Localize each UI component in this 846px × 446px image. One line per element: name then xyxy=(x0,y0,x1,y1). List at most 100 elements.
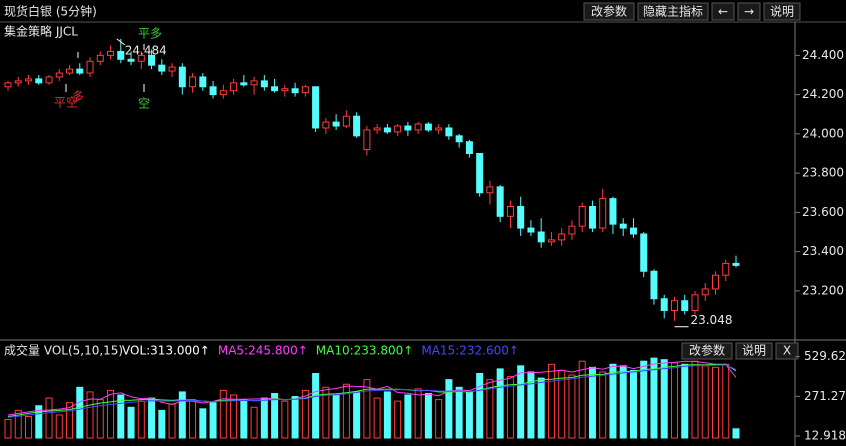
candle-body xyxy=(4,82,12,88)
candle-body xyxy=(14,80,22,84)
volume-bar xyxy=(455,386,463,439)
volume-bar xyxy=(332,394,340,439)
high-marker xyxy=(116,38,126,46)
volume-bar xyxy=(435,399,443,439)
volume-bar xyxy=(660,359,668,439)
toolbar-button-label[interactable]: 说明 xyxy=(770,4,794,19)
volume-bar xyxy=(568,374,576,439)
volume-bar xyxy=(414,388,422,439)
candle-body xyxy=(455,135,463,143)
candle-body xyxy=(301,86,309,94)
volume-bar xyxy=(537,377,545,439)
volume-header: VOL:313.000↑ xyxy=(122,344,210,358)
toolbar-button[interactable] xyxy=(763,2,801,21)
volume-bar xyxy=(547,363,555,439)
volume-button[interactable] xyxy=(735,342,773,360)
candle-body xyxy=(486,186,494,194)
volume-bar xyxy=(168,403,176,439)
candle-body xyxy=(312,86,320,129)
volume-bar xyxy=(353,391,361,439)
candle-body xyxy=(209,86,217,96)
candle-body xyxy=(271,86,279,92)
volume-button-label[interactable]: 说明 xyxy=(742,343,766,358)
candle-body xyxy=(199,76,207,88)
y-tick-label: 24.400 xyxy=(802,48,844,62)
toolbar-button[interactable] xyxy=(583,2,635,21)
volume-header: MA15:232.600↑ xyxy=(421,344,519,358)
toolbar-button-label[interactable]: 隐藏主指标 xyxy=(643,4,703,19)
candle-body xyxy=(127,58,135,62)
candle-body xyxy=(363,129,371,151)
signal-label: 平空 xyxy=(54,96,78,110)
candle-body xyxy=(332,121,340,127)
candle-body xyxy=(506,205,514,217)
low-label: 23.048 xyxy=(690,313,732,327)
volume-bar xyxy=(271,392,279,439)
volume-bar xyxy=(394,400,402,439)
volume-bar xyxy=(476,372,484,439)
candle-body xyxy=(76,68,84,74)
candle-body xyxy=(650,270,658,300)
volume-bar xyxy=(45,397,53,439)
volume-title: 成交量 VOL(5,10,15) xyxy=(4,343,123,358)
candle-body xyxy=(496,186,504,217)
candle-body xyxy=(414,123,422,131)
candle-body xyxy=(445,127,453,137)
volume-bar xyxy=(76,386,84,439)
ma-line xyxy=(7,360,737,416)
volume-bar xyxy=(629,369,637,439)
signal-label: 空 xyxy=(138,97,150,111)
toolbar-button[interactable] xyxy=(711,2,735,21)
candle-body xyxy=(660,298,668,312)
volume-tick-label: 12.918 xyxy=(804,429,846,443)
volume-bar xyxy=(148,397,156,439)
volume-bar xyxy=(291,396,299,439)
volume-bar xyxy=(219,389,227,439)
volume-bar xyxy=(260,397,268,439)
volume-bar xyxy=(301,389,309,439)
volume-bar xyxy=(199,408,207,439)
volume-bar xyxy=(496,368,504,439)
volume-bar xyxy=(609,363,617,439)
candle-body xyxy=(435,127,443,131)
candle-body xyxy=(35,78,43,84)
candle-body xyxy=(424,123,432,131)
volume-bar xyxy=(86,391,94,439)
volume-bar xyxy=(701,365,709,439)
volume-bar xyxy=(527,371,535,439)
volume-bar xyxy=(424,392,432,439)
candle-body xyxy=(629,227,637,235)
candle-body xyxy=(219,90,227,96)
toolbar-button-label[interactable]: → xyxy=(744,5,754,19)
y-tick-label: 23.400 xyxy=(802,244,844,258)
candle-body xyxy=(711,274,719,290)
candle-body xyxy=(117,50,125,60)
volume-button-label[interactable]: X xyxy=(783,344,791,358)
y-tick-label: 23.600 xyxy=(802,205,844,219)
candle-body xyxy=(383,127,391,133)
volume-button[interactable] xyxy=(681,342,733,360)
candle-body xyxy=(476,153,484,194)
candle-body xyxy=(148,54,156,66)
candle-body xyxy=(230,82,238,92)
volume-button[interactable] xyxy=(775,342,799,360)
candle-body xyxy=(86,60,94,74)
y-tick-label: 24.000 xyxy=(802,126,844,140)
volume-bar xyxy=(4,419,12,439)
volume-bar xyxy=(691,360,699,439)
toolbar-button-label[interactable]: 改参数 xyxy=(591,4,627,19)
volume-bar xyxy=(250,406,258,439)
candle-body xyxy=(691,294,699,312)
volume-bar xyxy=(588,366,596,439)
candle-body xyxy=(558,233,566,241)
high-label: 24.484 xyxy=(125,43,167,57)
toolbar-button[interactable] xyxy=(637,2,709,21)
toolbar-button[interactable] xyxy=(737,2,761,21)
volume-bar xyxy=(322,386,330,439)
toolbar-button-label[interactable]: ← xyxy=(718,5,728,19)
volume-bar xyxy=(486,379,494,439)
volume-bar xyxy=(107,389,115,439)
volume-bar xyxy=(517,365,525,439)
candle-body xyxy=(404,125,412,131)
volume-button-label[interactable]: 改参数 xyxy=(689,343,725,358)
